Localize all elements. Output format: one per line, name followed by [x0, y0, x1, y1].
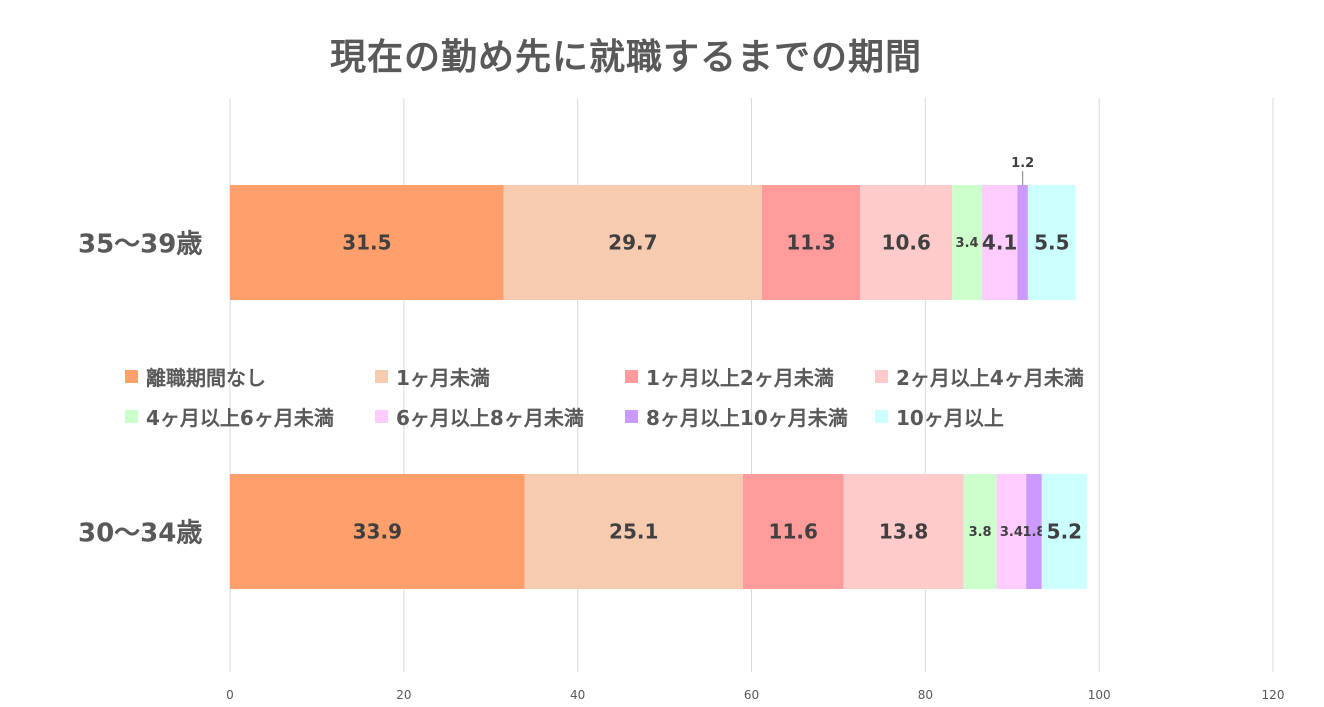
- legend-label: 4ヶ月以上6ヶ月未満: [146, 406, 334, 430]
- bar-segment: [761, 185, 861, 300]
- data-label: 1.8: [1022, 525, 1045, 540]
- legend-item: 1ヶ月以上2ヶ月未満: [625, 362, 834, 391]
- legend-item: 1ヶ月未満: [375, 362, 490, 391]
- bar-segment: [860, 185, 953, 300]
- legend-label: 1ヶ月未満: [396, 366, 490, 390]
- bar-segment: [1026, 474, 1042, 589]
- legend-swatch: [375, 370, 388, 383]
- bar-segment: [843, 474, 964, 589]
- data-label: 31.5: [342, 231, 391, 255]
- data-label: 3.4: [956, 236, 979, 251]
- data-label: 25.1: [609, 520, 658, 544]
- x-tick-label: 20: [396, 688, 411, 702]
- data-label: 5.5: [1034, 231, 1069, 255]
- x-tick-label: 80: [918, 688, 933, 702]
- bar-segment: [503, 185, 762, 300]
- legend-swatch: [625, 410, 638, 423]
- bar-segment: [524, 474, 743, 589]
- legend-swatch: [125, 370, 138, 383]
- data-label: 10.6: [882, 231, 931, 255]
- legend-item: 離職期間なし: [125, 362, 266, 391]
- bar-segment: [996, 474, 1027, 589]
- legend-label: 10ヶ月以上: [896, 406, 1004, 430]
- legend-swatch: [875, 410, 888, 423]
- legend-label: 8ヶ月以上10ヶ月未満: [646, 406, 848, 430]
- data-label: 5.2: [1047, 520, 1082, 544]
- x-tick-label: 40: [570, 688, 585, 702]
- data-label: 33.9: [353, 520, 402, 544]
- legend-item: 8ヶ月以上10ヶ月未満: [625, 402, 848, 431]
- data-label: 4.1: [982, 231, 1017, 255]
- category-label: 35〜39歳: [78, 230, 202, 260]
- x-tick-label: 60: [744, 688, 759, 702]
- bar-segment: [230, 185, 504, 300]
- bar-segment: [963, 474, 997, 589]
- x-tick-label: 100: [1088, 688, 1111, 702]
- legend-swatch: [375, 410, 388, 423]
- bar-segment: [742, 474, 844, 589]
- legend-swatch: [875, 370, 888, 383]
- x-tick-label: 0: [226, 688, 234, 702]
- legend-label: 2ヶ月以上4ヶ月未満: [896, 366, 1084, 390]
- x-tick-label: 120: [1262, 688, 1285, 702]
- bar-segment: [952, 185, 982, 300]
- bar-segment: [230, 474, 525, 589]
- data-label: 1.2: [1011, 156, 1034, 171]
- data-label: 29.7: [608, 231, 657, 255]
- legend-label: 離職期間なし: [146, 366, 266, 390]
- legend-item: 4ヶ月以上6ヶ月未満: [125, 402, 334, 431]
- category-label: 30〜34歳: [78, 519, 202, 549]
- legend-swatch: [625, 370, 638, 383]
- data-label: 11.6: [769, 520, 818, 544]
- bar-segment: [1041, 474, 1087, 589]
- data-label: 3.4: [1000, 525, 1023, 540]
- bar-segment: [1017, 185, 1028, 300]
- legend-item: 2ヶ月以上4ヶ月未満: [875, 362, 1084, 391]
- data-label: 11.3: [786, 231, 835, 255]
- data-label: 3.8: [969, 525, 992, 540]
- legend-swatch: [125, 410, 138, 423]
- legend-item: 10ヶ月以上: [875, 402, 1004, 431]
- bar-segment: [1027, 185, 1076, 300]
- legend-label: 6ヶ月以上8ヶ月未満: [396, 406, 584, 430]
- bar-segment: [981, 185, 1018, 300]
- chart-title: 現在の勤め先に就職するまでの期間: [330, 37, 923, 78]
- data-label: 13.8: [879, 520, 928, 544]
- legend-label: 1ヶ月以上2ヶ月未満: [646, 366, 834, 390]
- legend-item: 6ヶ月以上8ヶ月未満: [375, 402, 584, 431]
